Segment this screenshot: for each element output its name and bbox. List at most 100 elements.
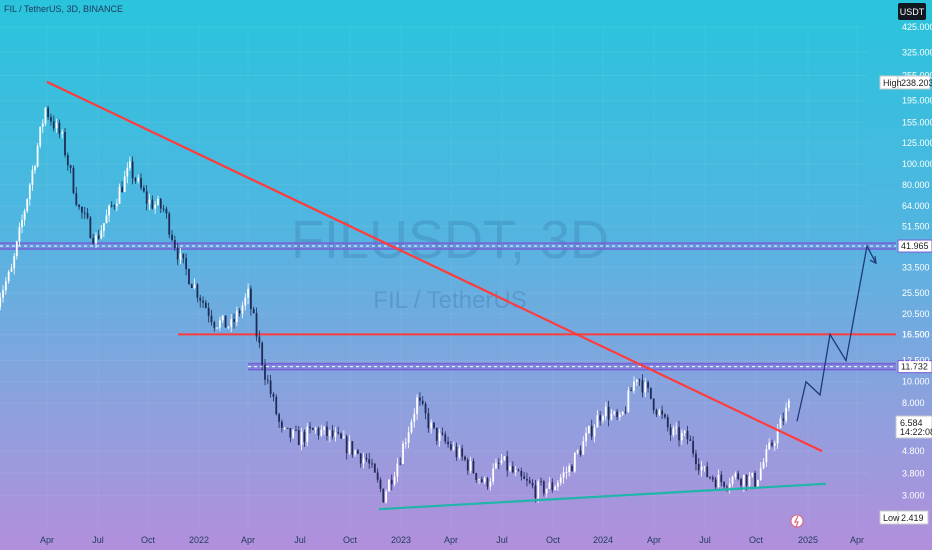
- candle-body: [50, 117, 52, 122]
- high-marker: High 238.203: [879, 75, 932, 90]
- candle-body: [407, 432, 410, 443]
- candle-body: [2, 290, 4, 298]
- candle-body: [495, 462, 497, 469]
- candle-body: [4, 281, 7, 291]
- candle-body: [137, 178, 140, 182]
- candle-body: [655, 410, 658, 415]
- candle-body: [340, 433, 342, 439]
- level-lines: 41.965 16.500 11.732: [0, 239, 932, 374]
- candle-body: [458, 448, 461, 458]
- candle-body: [371, 463, 373, 465]
- candle-body: [641, 380, 644, 393]
- candle-body: [396, 463, 399, 477]
- candle-body: [168, 213, 171, 235]
- currency-badge[interactable]: USDT: [898, 3, 926, 20]
- candle-body: [280, 421, 283, 428]
- low-value: 2.419: [901, 513, 924, 523]
- candle-body: [297, 430, 300, 446]
- candle-body: [289, 428, 292, 438]
- candle-body: [695, 453, 697, 465]
- candle-body: [449, 444, 452, 450]
- candle-body: [292, 430, 295, 438]
- candle-body: [52, 121, 55, 129]
- x-tick-label: Jul: [92, 535, 104, 545]
- candle-body: [573, 452, 576, 472]
- candle-body: [486, 478, 489, 487]
- candle-body: [213, 322, 216, 328]
- candle-body: [131, 161, 134, 179]
- candle-body: [602, 416, 604, 421]
- candle-body: [39, 126, 42, 146]
- low-marker-bg: [879, 510, 929, 525]
- candle-body: [492, 468, 495, 482]
- candle-body: [528, 480, 531, 483]
- candle-body: [159, 198, 162, 209]
- level-price-box: [897, 239, 932, 253]
- candle-body: [328, 430, 331, 437]
- candle-body: [317, 428, 320, 436]
- candle-body: [480, 479, 483, 483]
- candle-body: [526, 478, 528, 481]
- candle-body: [216, 327, 219, 329]
- candle-body: [726, 486, 728, 488]
- candle-body: [126, 167, 129, 177]
- candle-body: [554, 486, 557, 490]
- candle-body: [734, 473, 737, 477]
- candle-body: [264, 364, 266, 380]
- candle-body: [419, 397, 421, 401]
- candle-body: [438, 432, 441, 441]
- candle-body: [571, 465, 573, 472]
- candle-body: [121, 186, 123, 192]
- candle-body: [537, 481, 540, 499]
- candle-body: [737, 473, 740, 480]
- candle-body: [13, 256, 16, 269]
- candle-body: [700, 466, 703, 471]
- y-tick-label: 8.000: [902, 398, 925, 408]
- candle-body: [675, 427, 678, 429]
- candle-body: [652, 398, 655, 411]
- candle-body: [590, 425, 593, 437]
- candle-body: [754, 472, 756, 487]
- candle-body: [399, 463, 402, 465]
- candle-body: [466, 459, 469, 471]
- candle-body: [551, 482, 554, 490]
- currency-label: USDT: [900, 7, 925, 17]
- candle-body: [148, 199, 151, 204]
- candle-body: [787, 400, 790, 408]
- candle-body: [711, 477, 714, 480]
- candle-body: [58, 122, 61, 134]
- candle-body: [266, 379, 269, 381]
- candle-body: [162, 208, 165, 210]
- candle-body: [69, 165, 72, 168]
- candle-body: [633, 381, 635, 391]
- candle-body: [221, 315, 224, 321]
- candle-body: [238, 310, 241, 314]
- candle-body: [36, 145, 39, 167]
- candle-body: [207, 307, 210, 316]
- candle-body: [385, 491, 388, 503]
- candle-body: [433, 422, 435, 428]
- bolt-icon: [794, 515, 799, 528]
- candle-body: [362, 457, 365, 464]
- trendline: [378, 482, 827, 511]
- candle-body: [250, 288, 252, 310]
- candle-body: [233, 319, 235, 323]
- candle-body: [269, 380, 272, 394]
- candle-body: [44, 108, 47, 124]
- candle-body: [348, 441, 351, 454]
- candle-body: [142, 187, 145, 192]
- candle-body: [15, 241, 18, 257]
- candle-body: [404, 442, 407, 444]
- candle-body: [64, 131, 66, 156]
- x-tick-label: Oct: [343, 535, 358, 545]
- candle-body: [182, 253, 185, 259]
- candle-body: [227, 326, 230, 328]
- y-tick-label: 100.000: [902, 159, 932, 169]
- candle-body: [345, 436, 348, 454]
- event-icon[interactable]: [790, 514, 804, 528]
- candle-body: [110, 205, 113, 207]
- candle-body: [23, 211, 26, 221]
- candle-body: [359, 453, 362, 464]
